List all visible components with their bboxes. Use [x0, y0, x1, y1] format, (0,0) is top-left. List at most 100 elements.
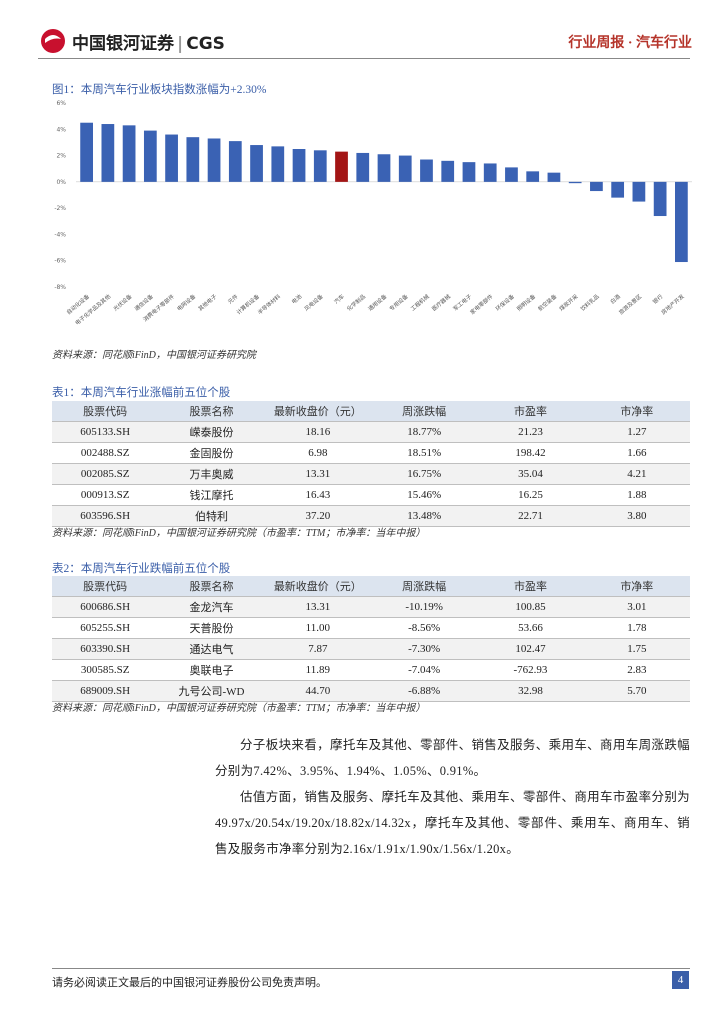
bar — [568, 181, 582, 184]
bar — [122, 125, 136, 182]
cell: 13.48% — [370, 505, 478, 527]
row: 603390.SH 通达电气 7.87 -7.30% 102.47 1.75 — [52, 638, 690, 660]
header-cell: 市盈率 — [477, 401, 584, 422]
bar — [398, 155, 412, 182]
x-tick-label: 半导体材料 — [256, 292, 283, 316]
cell: 605255.SH — [52, 617, 159, 639]
cell: 102.47 — [477, 638, 584, 660]
brand: 中国银河证券 | CGS — [72, 29, 225, 54]
bar — [228, 141, 242, 182]
x-tick-label: 光伏设备 — [111, 292, 133, 313]
bar — [675, 181, 688, 263]
table-source: 资料来源：同花顺iFinD，中国银河证券研究院（市盈率：TTM；市净率：当年中报… — [52, 528, 426, 539]
bar — [101, 124, 115, 182]
bar — [547, 172, 561, 182]
x-tick-label: 化学制品 — [345, 292, 367, 313]
cell: 11.89 — [264, 659, 371, 681]
y-tick-label: 2% — [56, 153, 66, 160]
table: 股票代码 股票名称 最新收盘价（元） 周涨跌幅 市盈率 市净率 605133.SH 嵘泰股份 1… — [52, 401, 690, 527]
cell: 九号公司-WD — [158, 680, 265, 702]
cell: 金固股份 — [158, 442, 265, 464]
y-tick-label: -6% — [54, 258, 66, 265]
bar — [462, 162, 476, 182]
bar — [271, 146, 285, 182]
disclaimer: 请务必阅读正文最后的中国银河证券股份公司免责声明。 — [52, 977, 327, 989]
x-tick-label: 通用设备 — [366, 292, 388, 313]
bar — [505, 167, 518, 182]
cell: 605133.SH — [52, 421, 159, 443]
cell: 18.51% — [370, 442, 478, 464]
footer-rule — [52, 968, 690, 969]
row: 605133.SH 嵘泰股份 18.16 18.77% 21.23 1.27 — [52, 421, 690, 443]
cell: 11.00 — [264, 617, 371, 639]
cell: -762.93 — [477, 659, 584, 681]
y-tick-label: 6% — [56, 100, 66, 107]
bar — [313, 150, 327, 182]
cell: 35.04 — [477, 463, 584, 485]
cell: 600686.SH — [52, 596, 159, 618]
header-cell: 股票名称 — [158, 401, 265, 422]
cell: 1.78 — [583, 617, 690, 639]
cell: 16.75% — [370, 463, 478, 485]
bar — [207, 138, 221, 182]
data-table: 股票代码 股票名称 最新收盘价（元） 周涨跌幅 市盈率 市净率 605133.SH 嵘泰股份 1… — [52, 401, 690, 527]
x-tick-label: 照明设备 — [515, 292, 537, 313]
x-tick-label: 白酒 — [608, 292, 622, 306]
x-tick-label: 环保设备 — [494, 292, 516, 313]
cell: 16.25 — [477, 484, 584, 506]
cell: 万丰奥威 — [158, 463, 265, 485]
row: 605255.SH 天普股份 11.00 -8.56% 53.66 1.78 — [52, 617, 690, 639]
x-tick-label: 专用设备 — [388, 292, 410, 313]
page-number: 4 — [672, 971, 689, 989]
header-cell: 股票名称 — [158, 576, 265, 597]
header-cell: 市净率 — [583, 576, 690, 597]
row: 600686.SH 金龙汽车 13.31 -10.19% 100.85 3.01 — [52, 596, 690, 618]
bar — [483, 163, 497, 182]
x-tick-label: 军工电子 — [451, 292, 473, 313]
header-cell: 股票代码 — [52, 576, 159, 597]
x-tick-label: 电子化学品及其他 — [73, 292, 112, 327]
x-tick-label: 家电零部件 — [468, 292, 495, 316]
table-source: 资料来源：同花顺iFinD，中国银河证券研究院（市盈率：TTM；市净率：当年中报… — [52, 703, 426, 714]
cell: 603596.SH — [52, 505, 159, 527]
y-tick-label: 0% — [56, 179, 66, 186]
cell: 603390.SH — [52, 638, 159, 660]
bar — [335, 151, 348, 182]
x-tick-label: 银行 — [651, 292, 665, 306]
brand-en: CGS — [186, 34, 225, 54]
cell: 000913.SZ — [52, 484, 159, 506]
x-tick-label: 航空装备 — [536, 292, 558, 313]
row: 689009.SH 九号公司-WD 44.70 -6.88% 32.98 5.70 — [52, 680, 690, 702]
cell: 1.88 — [583, 484, 690, 506]
x-tick-label: 电网设备 — [175, 292, 197, 313]
bar — [590, 181, 603, 192]
x-tick-label: 工程机械 — [409, 292, 431, 313]
header-rule — [38, 58, 690, 59]
bar — [441, 160, 455, 182]
cell: 钱江摩托 — [158, 484, 265, 506]
cell: 金龙汽车 — [158, 596, 265, 618]
row: 300585.SZ 奥联电子 11.89 -7.04% -762.93 2.83 — [52, 659, 690, 681]
x-tick-label: 房地产开发 — [659, 292, 686, 316]
cell: 18.77% — [370, 421, 478, 443]
cell: 通达电气 — [158, 638, 265, 660]
cell: 44.70 — [264, 680, 371, 702]
cell: 32.98 — [477, 680, 584, 702]
header-cell: 最新收盘价（元） — [264, 401, 371, 422]
y-tick-label: -4% — [54, 231, 66, 238]
body: 分子板块来看，摩托车及其他、零部件、销售及服务、乘用车、商用车周涨跌幅分别为7.… — [215, 732, 690, 862]
cell: 7.87 — [264, 638, 371, 660]
row: 000913.SZ 钱江摩托 16.43 15.46% 16.25 1.88 — [52, 484, 690, 506]
cell: 5.70 — [583, 680, 690, 702]
cell: 伯特利 — [158, 505, 265, 527]
cell: 1.66 — [583, 442, 690, 464]
bar — [250, 145, 263, 182]
bar — [611, 181, 625, 198]
header-row: 股票代码 股票名称 最新收盘价（元） 周涨跌幅 市盈率 市净率 — [52, 401, 690, 422]
cell: 1.27 — [583, 421, 690, 443]
cell: 16.43 — [264, 484, 371, 506]
cell: -8.56% — [370, 617, 478, 639]
table-caption: 表2：本周汽车行业跌幅前五位个股 — [52, 563, 231, 575]
